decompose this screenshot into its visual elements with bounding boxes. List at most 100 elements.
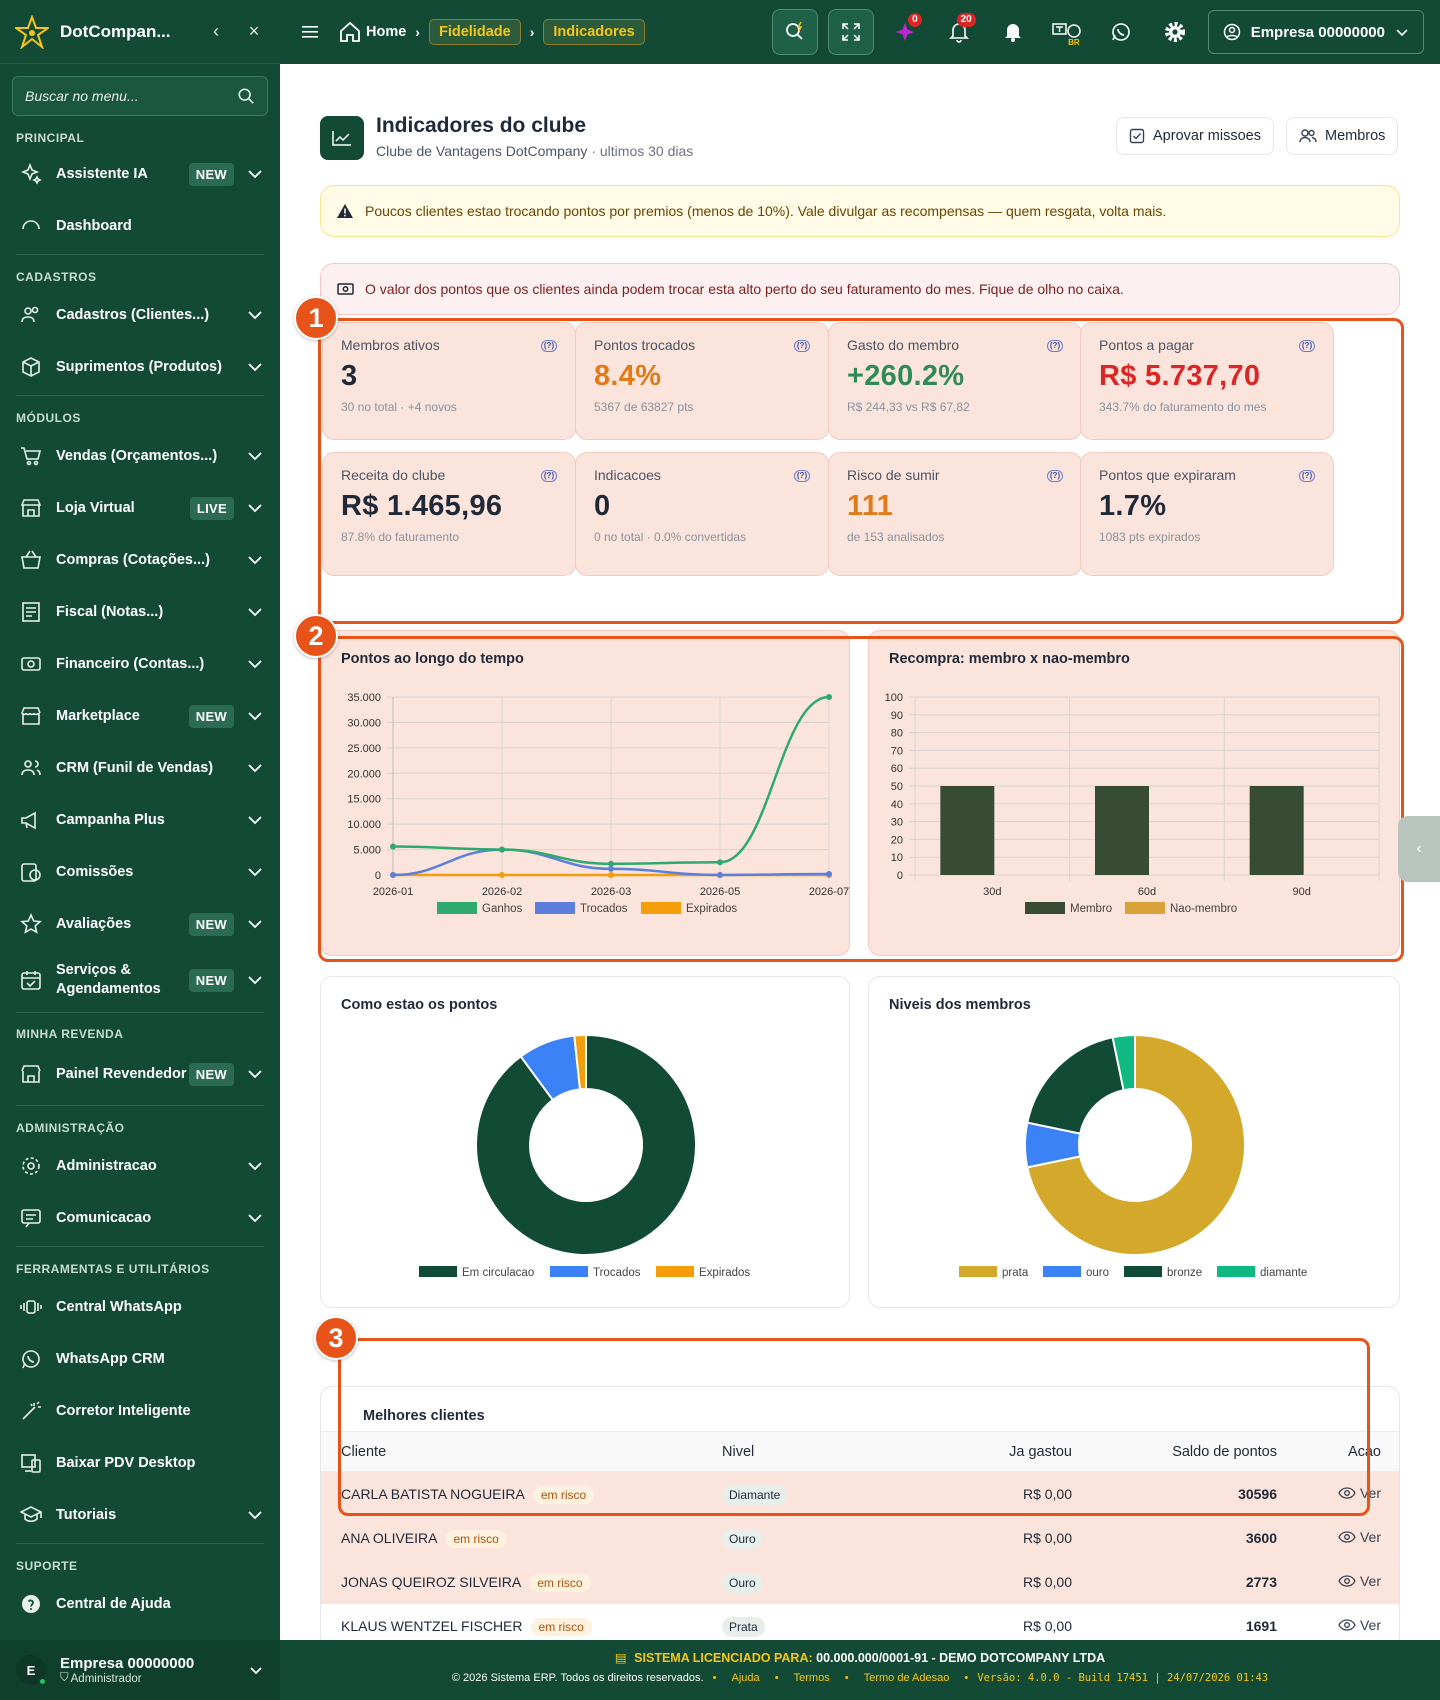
sidebar-item-administracao[interactable]: Administracao [0, 1140, 280, 1192]
donut-slice-bronze[interactable] [1026, 1036, 1125, 1135]
legend-label[interactable]: Trocados [593, 1267, 641, 1279]
legend-label[interactable]: Nao-membro [1170, 903, 1237, 915]
sidebar-item-vendas-orcamentos[interactable]: Vendas (Orçamentos...) [0, 430, 280, 482]
legend-label[interactable]: Membro [1070, 903, 1112, 915]
view-button[interactable]: Ver [1338, 1529, 1381, 1545]
donut-slice-prata[interactable] [1026, 1033, 1246, 1256]
legend-label[interactable]: Em circulacao [462, 1267, 534, 1279]
approve-missions-button[interactable]: Aprovar missoes [1116, 117, 1274, 155]
sidebar-item-compras-cotacoes[interactable]: Compras (Cotações...) [0, 534, 280, 586]
help-icon[interactable]: (?) [794, 470, 810, 482]
sidebar-item-corretor-inteligente[interactable]: Corretor Inteligente [0, 1385, 280, 1437]
alerts-button[interactable] [990, 9, 1036, 55]
menu-toggle-icon[interactable] [296, 9, 324, 55]
sidebar-item-whatsapp-crm[interactable]: WhatsApp CRM [0, 1333, 280, 1385]
help-icon[interactable]: (?) [541, 470, 557, 482]
data-point[interactable] [608, 860, 614, 867]
sidebar-item-dashboard[interactable]: Dashboard [0, 200, 280, 252]
footer-link-termos[interactable]: Termos [793, 1672, 830, 1684]
help-icon[interactable]: (?) [1047, 470, 1063, 482]
data-point[interactable] [826, 870, 832, 877]
view-button[interactable]: Ver [1338, 1485, 1381, 1501]
legend-label[interactable]: bronze [1167, 1267, 1202, 1279]
sidebar-item-financeiro-contas[interactable]: Financeiro (Contas...) [0, 638, 280, 690]
client-name[interactable]: KLAUS WENTZEL FISCHER [341, 1617, 523, 1634]
sidebar-item-central-whatsapp[interactable]: Central WhatsApp [0, 1281, 280, 1333]
data-point[interactable] [608, 872, 614, 878]
data-point[interactable] [826, 694, 832, 700]
legend-label[interactable]: diamante [1260, 1267, 1307, 1279]
data-point[interactable] [390, 843, 396, 850]
sidebar-item-label: Serviços & Agendamentos [56, 962, 161, 997]
legend-label[interactable]: prata [1002, 1267, 1029, 1279]
breadcrumb-home[interactable]: Home [366, 24, 407, 40]
language-button[interactable]: BR [1044, 9, 1090, 55]
sidebar-item-crm-funil-de-vendas[interactable]: CRM (Funil de Vendas) [0, 742, 280, 794]
data-point[interactable] [390, 872, 396, 878]
sidebar-item-central-de-ajuda[interactable]: Central de Ajuda [0, 1578, 280, 1630]
footer-link-ajuda[interactable]: Ajuda [731, 1672, 760, 1684]
sidebar-item-campanha-plus[interactable]: Campanha Plus [0, 794, 280, 846]
sidebar-item-cadastros-clientes[interactable]: Cadastros (Clientes...) [0, 289, 280, 341]
whatsapp-button[interactable] [1098, 9, 1144, 55]
data-point[interactable] [499, 846, 505, 853]
menu-search[interactable] [12, 76, 268, 116]
bar-membro[interactable] [940, 786, 995, 875]
search-icon[interactable] [237, 87, 255, 105]
settings-button[interactable] [1152, 9, 1198, 55]
bar-membro[interactable] [1095, 786, 1149, 875]
view-button[interactable]: Ver [1338, 1617, 1381, 1633]
breadcrumb-fidelidade[interactable]: Fidelidade [428, 19, 521, 45]
close-icon[interactable]: × [248, 21, 260, 41]
sidebar-item-servicos-agendamentos[interactable]: Serviços & Agendamentos NEW [0, 950, 280, 1010]
sidebar-item-assistente-ia[interactable]: Assistente IA NEW [0, 148, 280, 200]
ai-assistant-button[interactable]: 0 [882, 9, 928, 55]
sparkle-icon [895, 23, 914, 41]
sidebar-item-baixar-pdv-desktop[interactable]: Baixar PDV Desktop [0, 1437, 280, 1489]
sidebar-item-comissoes[interactable]: Comissões [0, 846, 280, 898]
notifications-button[interactable]: 20 [936, 9, 982, 55]
help-icon[interactable]: (?) [1299, 470, 1315, 482]
legend-label[interactable]: Trocados [580, 903, 628, 915]
donut-slice-em-circulacao[interactable] [475, 1033, 697, 1256]
sidebar-item-loja-virtual[interactable]: Loja Virtual LIVE [0, 482, 280, 534]
page-subtitle: Clube de Vantagens DotCompany · ultimos … [376, 143, 693, 159]
data-point[interactable] [499, 872, 505, 878]
help-icon[interactable]: (?) [1299, 340, 1315, 352]
collapse-sidebar-icon[interactable]: ‹ [213, 21, 219, 41]
donut-slice-expirados[interactable] [573, 1033, 587, 1091]
chevron-down-icon[interactable] [248, 1662, 264, 1678]
quick-search-button[interactable] [771, 9, 818, 55]
members-button[interactable]: Membros [1286, 117, 1399, 155]
data-point[interactable] [608, 865, 614, 872]
data-point[interactable] [717, 872, 723, 878]
sidebar-item-marketplace[interactable]: Marketplace NEW [0, 690, 280, 742]
help-icon[interactable]: (?) [541, 340, 557, 352]
data-point[interactable] [717, 859, 723, 866]
legend-label[interactable]: Expirados [699, 1267, 750, 1279]
menu-search-input[interactable] [25, 88, 237, 104]
sidebar-item-comunicacao[interactable]: Comunicacao [0, 1192, 280, 1244]
side-panel-handle[interactable]: ‹ [1398, 816, 1440, 882]
sidebar-item-tutoriais[interactable]: Tutoriais [0, 1489, 280, 1541]
legend-label[interactable]: Expirados [686, 903, 737, 915]
sidebar-item-fiscal-notas[interactable]: Fiscal (Notas...) [0, 586, 280, 638]
fullscreen-button[interactable] [827, 9, 874, 55]
view-button[interactable]: Ver [1338, 1573, 1381, 1589]
sidebar-item-suprimentos-produtos[interactable]: Suprimentos (Produtos) [0, 341, 280, 393]
legend-label[interactable]: Ganhos [482, 903, 523, 915]
help-icon[interactable]: (?) [794, 340, 810, 352]
donut-slice-diamante[interactable] [1111, 1033, 1136, 1092]
client-name[interactable]: JONAS QUEIROZ SILVEIRA [341, 1573, 522, 1590]
sidebar-item-avaliacoes[interactable]: Avaliações NEW [0, 898, 280, 950]
bar-membro[interactable] [1249, 786, 1304, 875]
sidebar-user[interactable]: E Empresa 00000000 ⛉ Administrador [0, 1640, 280, 1700]
client-name[interactable]: CARLA BATISTA NOGUEIRA [341, 1485, 525, 1502]
sidebar-item-painel-revendedor[interactable]: Painel Revendedor NEW [0, 1045, 280, 1103]
home-icon[interactable] [338, 21, 362, 43]
footer-link-adesao[interactable]: Termo de Adesao [863, 1672, 950, 1684]
company-menu-button[interactable]: Empresa 00000000 [1207, 10, 1424, 54]
help-icon[interactable]: (?) [1047, 340, 1063, 352]
legend-label[interactable]: ouro [1086, 1267, 1109, 1279]
client-name[interactable]: ANA OLIVEIRA [341, 1529, 438, 1546]
